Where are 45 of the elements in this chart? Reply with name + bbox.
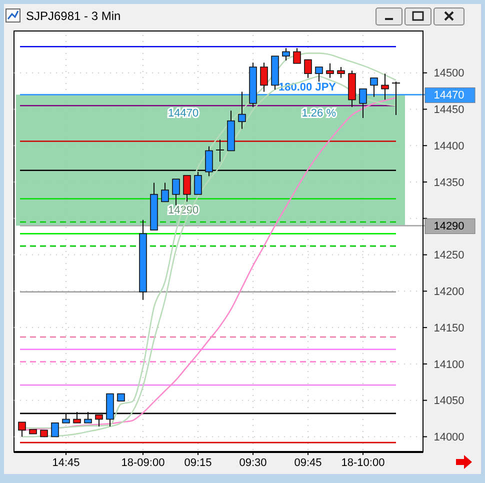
y-tick-label: 14400 <box>434 140 464 152</box>
x-tick-label: 18-10:00 <box>341 457 385 469</box>
annotation: 1.26 % <box>302 108 336 120</box>
y-tick-label: 14050 <box>434 395 464 408</box>
candlestick <box>95 414 103 428</box>
candlestick <box>260 62 268 92</box>
y-tick-label: 14350 <box>434 176 464 189</box>
chart-title: SJPJ6981 - 3 Min <box>26 9 121 23</box>
x-tick-label: 09:30 <box>239 457 267 469</box>
candlestick <box>73 411 81 424</box>
candlestick <box>194 171 202 195</box>
ref-line-label: 14290 <box>434 220 464 233</box>
candlestick <box>161 182 169 202</box>
candlestick <box>293 48 301 64</box>
x-tick-label: 18-09:00 <box>121 457 165 469</box>
candlestick <box>205 146 213 177</box>
candlestick <box>304 59 312 78</box>
y-tick-label: 14150 <box>434 322 464 334</box>
candlestick <box>359 88 367 118</box>
candlestick <box>326 62 334 78</box>
ref-line-label: 14470 <box>434 90 464 102</box>
candlestick <box>337 66 345 78</box>
candlestick <box>183 174 191 202</box>
y-tick-label: 14250 <box>434 250 464 262</box>
y-tick-label: 14000 <box>434 432 464 444</box>
candlestick <box>216 139 224 162</box>
candlestick <box>392 81 400 116</box>
y-tick-label: 14500 <box>434 68 464 80</box>
candlestick <box>18 422 26 438</box>
x-tick-label: 09:15 <box>184 457 212 469</box>
y-tick-label: 14450 <box>434 104 464 116</box>
candlestick <box>381 73 389 100</box>
candlestick <box>62 412 70 424</box>
candlestick <box>282 48 290 61</box>
y-tick-label: 14100 <box>434 358 464 371</box>
candlestick <box>315 66 323 82</box>
candlestick <box>84 411 92 424</box>
candlestick <box>172 178 180 206</box>
x-tick-label: 14:45 <box>52 457 80 469</box>
y-tick-label: 14200 <box>434 286 464 298</box>
candlestick <box>238 91 246 130</box>
x-tick-label: 09:45 <box>294 457 322 469</box>
candlestick <box>51 422 59 438</box>
candlestick <box>370 77 378 98</box>
annotation: 14470 <box>168 108 199 120</box>
